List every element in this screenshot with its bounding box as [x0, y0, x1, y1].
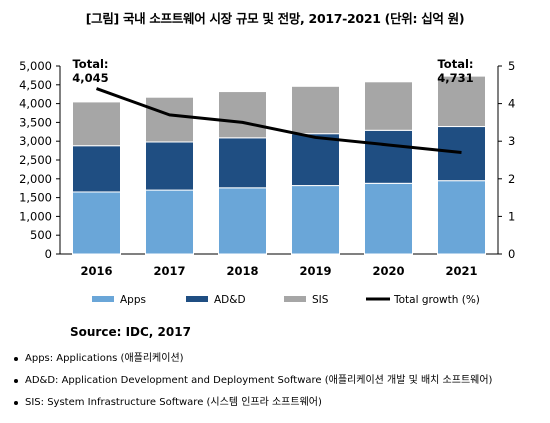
y-right-tick-label: 2: [508, 172, 515, 186]
legend-label: Total growth (%): [393, 294, 480, 306]
total-annotation-label: Total:: [72, 57, 108, 71]
y-right-tick-label: 3: [508, 134, 515, 148]
bar-segment-apps: [291, 185, 340, 255]
bar-segment-add: [145, 141, 194, 191]
bar-segment-sis: [218, 91, 267, 139]
bar-segment-sis: [291, 85, 340, 135]
legend-swatch: [186, 296, 208, 302]
legend-label: SIS: [312, 294, 329, 306]
legend-swatch: [92, 296, 114, 302]
bar-segment-add: [72, 145, 121, 193]
y-left-tick-label: 3,000: [19, 134, 52, 148]
bar-segment-add: [437, 126, 486, 182]
x-tick-label: 2019: [299, 264, 331, 278]
y-left-tick-label: 1,500: [19, 191, 52, 205]
x-tick-label: 2018: [226, 264, 258, 278]
bar-segment-add: [364, 129, 413, 184]
y-left-tick-label: 2,000: [19, 172, 52, 186]
y-left-tick-label: 500: [30, 228, 52, 242]
bar-segment-sis: [364, 81, 413, 131]
x-tick-label: 2017: [153, 264, 185, 278]
x-tick-label: 2016: [80, 264, 112, 278]
x-tick-label: 2021: [445, 264, 477, 278]
bar-segment-apps: [437, 180, 486, 255]
y-right-tick-label: 4: [508, 97, 515, 111]
y-left-tick-label: 2,500: [19, 153, 52, 167]
legend-label: Apps: [120, 294, 146, 306]
growth-line: [95, 87, 462, 154]
x-tick-label: 2020: [372, 264, 404, 278]
bar-segment-apps: [145, 189, 194, 255]
bar-segment-sis: [145, 96, 194, 143]
y-left-tick-label: 4,500: [19, 78, 52, 92]
y-left-tick-label: 0: [45, 247, 52, 261]
total-annotation-label: Total:: [437, 57, 473, 71]
legend-swatch: [284, 296, 306, 302]
bar-segment-add: [291, 133, 340, 187]
y-right-tick-label: 1: [508, 209, 515, 223]
total-annotation-value: 4,045: [72, 71, 108, 85]
chart-title: [그림] 국내 소프트웨어 시장 규모 및 전망, 2017-2021 (단위:…: [85, 11, 465, 26]
source-note: Source: IDC, 2017: [70, 325, 191, 339]
bar-segment-apps: [218, 187, 267, 255]
bar-segment-sis: [72, 101, 121, 147]
note-add: AD&D: Application Development and Deploy…: [12, 374, 492, 396]
bar-segment-sis: [437, 75, 486, 128]
y-left-tick-label: 3,500: [19, 115, 52, 129]
y-right-tick-label: 5: [508, 59, 515, 73]
y-left-tick-label: 4,000: [19, 97, 52, 111]
bar-segment-apps: [72, 191, 121, 255]
y-left-tick-label: 5,000: [19, 59, 52, 73]
note-sis: SIS: System Infrastructure Software (시스템…: [12, 396, 492, 418]
legend-label: AD&D: [214, 294, 246, 306]
note-apps: Apps: Applications (애플리케이션): [12, 352, 492, 374]
abbreviation-notes: Apps: Applications (애플리케이션) AD&D: Applic…: [12, 352, 492, 418]
y-right-tick-label: 0: [508, 247, 515, 261]
y-left-tick-label: 1,000: [19, 209, 52, 223]
bar-segment-apps: [364, 182, 413, 255]
bar-segment-add: [218, 137, 267, 189]
total-annotation-value: 4,731: [437, 71, 473, 85]
